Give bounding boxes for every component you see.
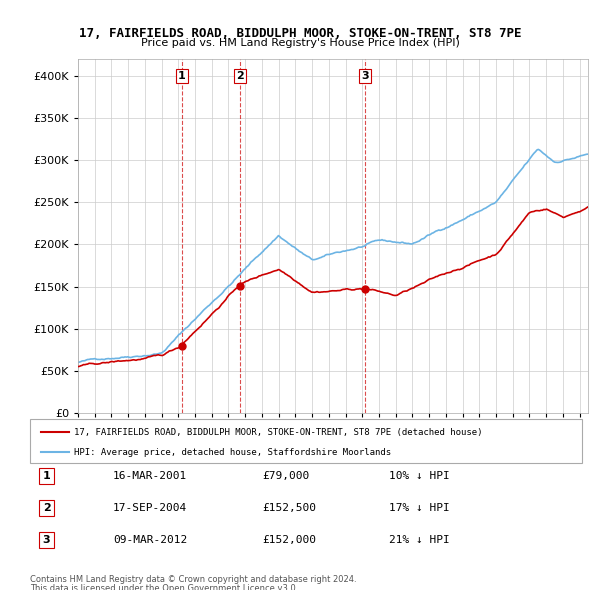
Text: 17-SEP-2004: 17-SEP-2004 — [113, 503, 187, 513]
Text: 2: 2 — [236, 71, 244, 81]
Text: 17, FAIRFIELDS ROAD, BIDDULPH MOOR, STOKE-ON-TRENT, ST8 7PE (detached house): 17, FAIRFIELDS ROAD, BIDDULPH MOOR, STOK… — [74, 428, 482, 437]
Text: 1: 1 — [43, 471, 50, 481]
Text: 10% ↓ HPI: 10% ↓ HPI — [389, 471, 449, 481]
FancyBboxPatch shape — [30, 419, 582, 463]
Text: 16-MAR-2001: 16-MAR-2001 — [113, 471, 187, 481]
Text: Price paid vs. HM Land Registry's House Price Index (HPI): Price paid vs. HM Land Registry's House … — [140, 38, 460, 48]
Text: 17, FAIRFIELDS ROAD, BIDDULPH MOOR, STOKE-ON-TRENT, ST8 7PE: 17, FAIRFIELDS ROAD, BIDDULPH MOOR, STOK… — [79, 27, 521, 40]
Text: 21% ↓ HPI: 21% ↓ HPI — [389, 535, 449, 545]
Text: Contains HM Land Registry data © Crown copyright and database right 2024.: Contains HM Land Registry data © Crown c… — [30, 575, 356, 584]
Text: 3: 3 — [362, 71, 369, 81]
Text: 2: 2 — [43, 503, 50, 513]
Text: 09-MAR-2012: 09-MAR-2012 — [113, 535, 187, 545]
Text: £152,500: £152,500 — [262, 503, 316, 513]
Text: £79,000: £79,000 — [262, 471, 309, 481]
Text: £152,000: £152,000 — [262, 535, 316, 545]
Text: 17% ↓ HPI: 17% ↓ HPI — [389, 503, 449, 513]
Text: HPI: Average price, detached house, Staffordshire Moorlands: HPI: Average price, detached house, Staf… — [74, 448, 391, 457]
Text: This data is licensed under the Open Government Licence v3.0.: This data is licensed under the Open Gov… — [30, 584, 298, 590]
Text: 3: 3 — [43, 535, 50, 545]
Text: 1: 1 — [178, 71, 186, 81]
